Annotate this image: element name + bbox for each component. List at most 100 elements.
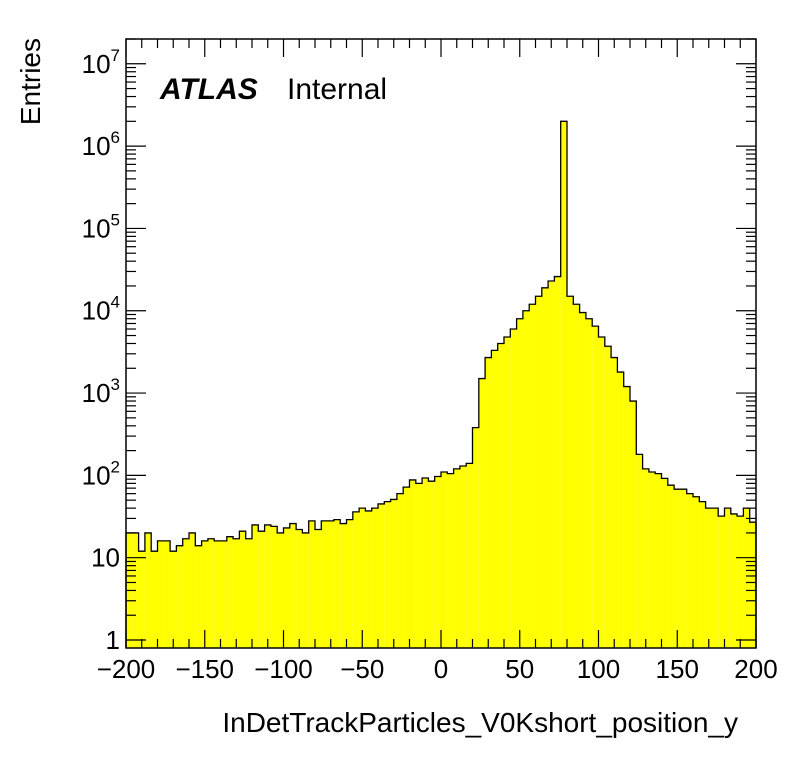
histogram-bar: [422, 477, 429, 648]
histogram-bar: [220, 540, 227, 648]
histogram-bar: [560, 121, 567, 649]
histogram-bar: [321, 520, 328, 648]
histogram-bar: [485, 357, 492, 648]
histogram-bar: [441, 471, 448, 648]
histogram-bar: [686, 493, 693, 648]
histogram-bar: [415, 483, 423, 648]
histogram-bar: [378, 503, 385, 648]
histogram-bar: [264, 524, 271, 648]
histogram-bar: [371, 508, 378, 648]
histogram-bar: [548, 280, 555, 648]
histogram-bar: [585, 318, 593, 648]
histogram-bar: [611, 357, 618, 648]
histogram-bar: [233, 538, 240, 648]
histogram-bar: [711, 508, 719, 648]
histogram-bar: [144, 532, 152, 648]
histogram-bar: [226, 536, 234, 648]
histogram-bar: [680, 489, 687, 648]
y-tick-label: 106: [82, 128, 120, 161]
histogram-bar: [434, 476, 441, 648]
histogram-bar: [478, 378, 486, 648]
histogram-bars: [125, 120, 757, 649]
y-axis-title: Entries: [15, 38, 46, 125]
histogram-bar: [189, 532, 196, 648]
x-tick-label: −150: [175, 654, 234, 684]
histogram-bar: [409, 479, 416, 648]
histogram-bar: [497, 343, 504, 648]
histogram-bar: [390, 499, 397, 648]
histogram-bar: [138, 551, 145, 648]
histogram-bar: [163, 540, 171, 648]
histogram-bar: [396, 493, 404, 648]
histogram-bar: [674, 489, 681, 648]
histogram-bar: [170, 551, 177, 648]
x-tick-label: −50: [340, 654, 384, 684]
histogram-bar: [541, 287, 549, 648]
internal-label: Internal: [287, 73, 387, 106]
histogram-bar: [151, 551, 158, 648]
histogram-bar: [693, 496, 700, 648]
histogram-bar: [699, 501, 706, 648]
y-tick-label: 105: [82, 210, 120, 243]
histogram-bar: [504, 336, 511, 648]
histogram-bar: [592, 326, 599, 648]
histogram-bar: [365, 510, 372, 648]
histogram-bar: [466, 463, 473, 648]
x-tick-label: −100: [254, 654, 313, 684]
histogram-bar: [182, 538, 189, 648]
histogram-bar: [359, 508, 366, 648]
histogram-bar: [655, 473, 662, 648]
y-tick-label: 107: [82, 46, 120, 79]
histogram-bar: [459, 466, 467, 648]
histogram-bar: [308, 520, 315, 648]
histogram-bar: [718, 516, 725, 648]
histogram-bar: [277, 532, 284, 648]
histogram-bar: [327, 520, 334, 648]
x-axis-title: InDetTrackParticles_V0Kshort_position_y: [222, 707, 738, 738]
histogram-bar: [289, 523, 297, 648]
histogram-bar: [176, 545, 183, 648]
histogram-bar: [510, 329, 517, 648]
histogram-bar: [384, 501, 391, 648]
histogram-bar: [333, 519, 341, 648]
histogram-bar: [516, 318, 523, 648]
histogram-bar: [630, 401, 637, 648]
x-tick-label: 100: [577, 654, 620, 684]
histogram-bar: [428, 481, 435, 648]
histogram-bar: [535, 296, 542, 648]
x-tick-label: 50: [505, 654, 534, 684]
histogram-bar: [472, 427, 479, 648]
histogram-bar: [749, 522, 756, 648]
atlas-label: ATLAS: [159, 73, 258, 106]
histogram-bar: [453, 468, 460, 648]
histogram-bar: [636, 454, 643, 648]
histogram-bar: [598, 336, 605, 648]
histogram-bar: [340, 523, 347, 648]
histogram-bar: [283, 527, 290, 648]
x-tick-label: 0: [434, 654, 448, 684]
y-tick-label: 102: [82, 457, 120, 490]
histogram-bar: [705, 508, 712, 648]
histogram-bar: [245, 538, 252, 648]
histogram-bar: [623, 386, 630, 648]
histogram-bar: [642, 468, 649, 648]
histogram-bar: [239, 531, 246, 648]
histogram-bar: [214, 540, 221, 648]
histogram-bar: [573, 304, 580, 648]
histogram-bar: [201, 540, 208, 648]
histogram-bar: [648, 471, 656, 648]
histogram-outline: [125, 120, 757, 648]
histogram-bar: [447, 473, 454, 648]
histogram-bar: [579, 312, 586, 648]
histogram-bar: [667, 485, 675, 648]
histogram-bar: [529, 304, 536, 648]
histogram-bar: [724, 508, 731, 648]
histogram-bar: [296, 529, 303, 648]
x-tick-label: −200: [97, 654, 156, 684]
histogram-bar: [730, 513, 738, 648]
histogram-bar: [252, 524, 259, 648]
x-axis-ticks: [125, 39, 757, 648]
y-axis-tick-labels: 1 10 102 103 104 105 106 107: [82, 46, 120, 655]
histogram-bar: [604, 346, 612, 648]
